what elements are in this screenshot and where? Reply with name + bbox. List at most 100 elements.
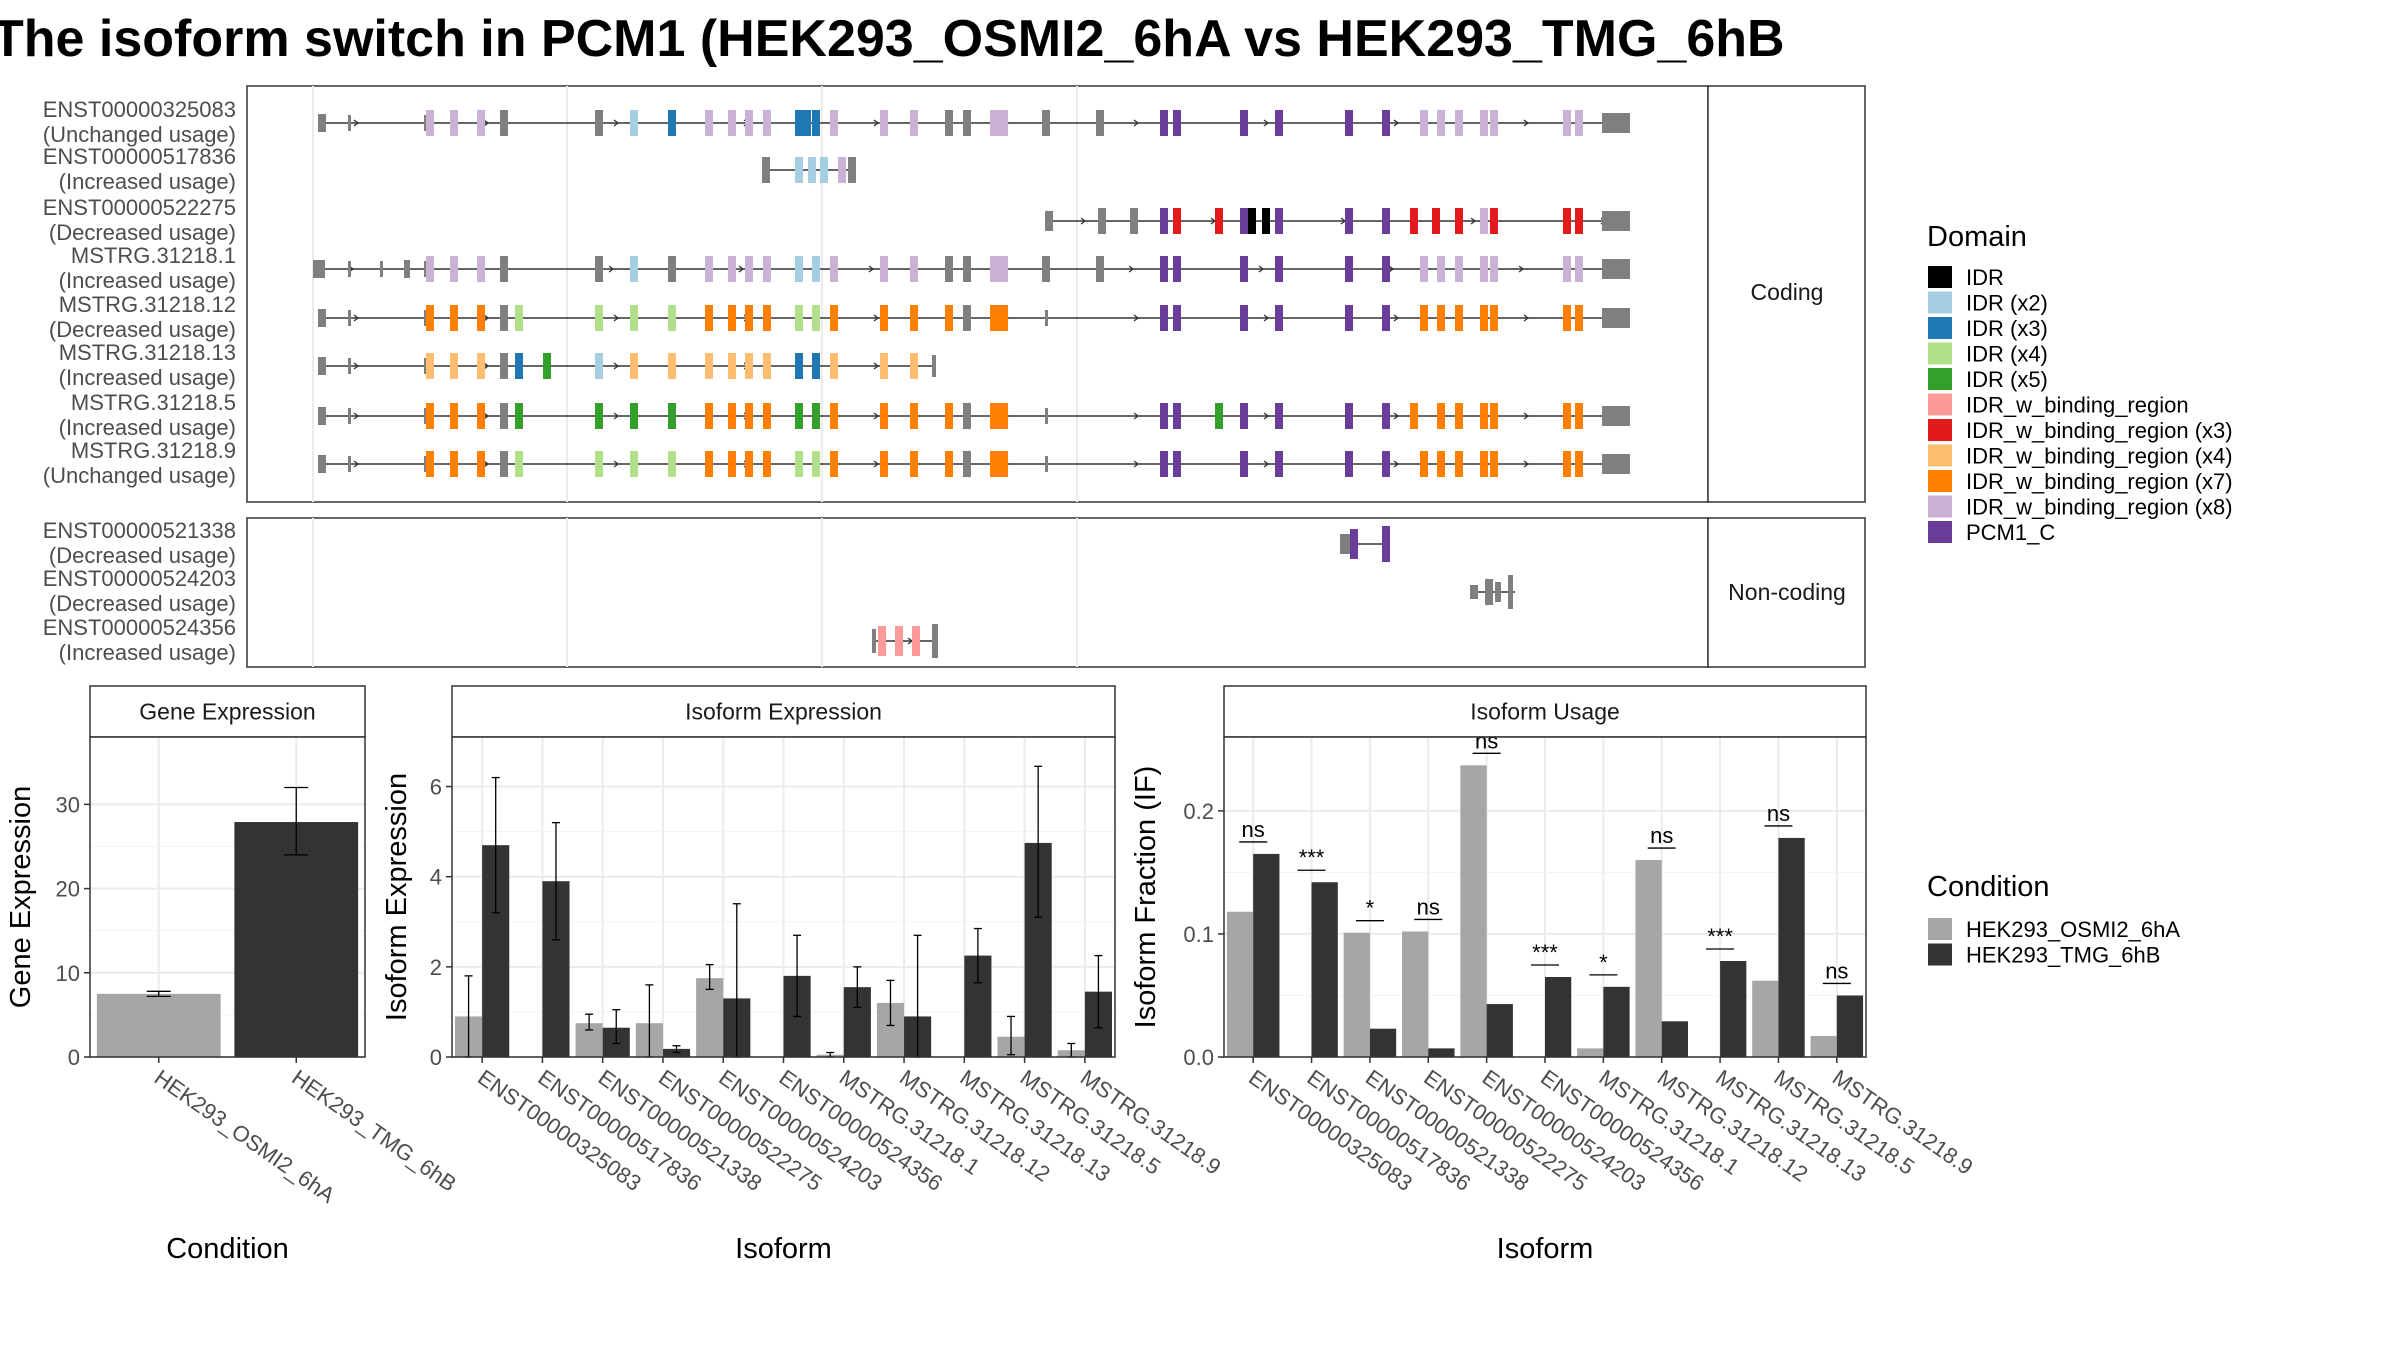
exon [705, 403, 713, 429]
legend-key [1928, 918, 1952, 940]
exon [426, 353, 434, 379]
exon [1275, 256, 1283, 282]
exon [1508, 575, 1513, 609]
bar [1577, 1048, 1603, 1057]
exon [515, 353, 523, 379]
y-tick-label: 20 [56, 877, 80, 902]
exon [1490, 403, 1498, 429]
exon [1382, 451, 1390, 477]
exon [795, 353, 803, 379]
exon [932, 624, 938, 658]
exon [1563, 208, 1571, 234]
exon [426, 451, 434, 477]
exon [318, 407, 326, 425]
exon [1485, 579, 1493, 605]
transcript-id-label: ENST00000517836 [43, 144, 236, 169]
bar [1312, 882, 1338, 1057]
exon [1563, 256, 1571, 282]
exon [477, 256, 485, 282]
bar [1837, 995, 1863, 1057]
transcript-id-label: MSTRG.31218.12 [59, 292, 236, 317]
exon [945, 110, 953, 136]
transcript-usage-label: (Decreased usage) [49, 591, 236, 616]
exon [830, 305, 838, 331]
legend-domain-label: IDR [1966, 265, 2004, 290]
exon [1563, 451, 1571, 477]
transcript-usage-label: (Increased usage) [59, 268, 236, 293]
legend-key [1928, 445, 1952, 467]
exon [830, 451, 838, 477]
exon [763, 353, 771, 379]
transcript-usage-label: (Unchanged usage) [43, 463, 236, 488]
exon [543, 353, 551, 379]
exon [1345, 110, 1353, 136]
exon [1480, 256, 1488, 282]
exon [595, 403, 603, 429]
exon [1173, 451, 1181, 477]
exon [1420, 305, 1428, 331]
exon [477, 403, 485, 429]
exon [990, 256, 1008, 282]
exon [745, 256, 753, 282]
exon [450, 256, 458, 282]
transcript-id-label: MSTRG.31218.13 [59, 340, 236, 365]
legend-domain-label: IDR (x3) [1966, 316, 2048, 341]
exon [1563, 110, 1571, 136]
exon [830, 353, 838, 379]
y-tick-label: 6 [430, 775, 442, 800]
exon [1480, 305, 1488, 331]
exon [872, 629, 876, 653]
exon [1042, 256, 1050, 282]
bar [1778, 838, 1804, 1057]
exon [795, 403, 803, 429]
bar [1603, 987, 1629, 1057]
exon [515, 451, 523, 477]
exon [595, 256, 603, 282]
exon [963, 256, 971, 282]
exon [348, 261, 351, 277]
exon [990, 110, 1008, 136]
exon [945, 305, 953, 331]
exon [1490, 305, 1498, 331]
exon [1490, 451, 1498, 477]
exon [1602, 454, 1630, 474]
exon [705, 353, 713, 379]
y-axis-title: Isoform Expression [381, 773, 413, 1021]
exon [1420, 256, 1428, 282]
exon [348, 310, 351, 326]
exon [1480, 451, 1488, 477]
legend-key [1928, 521, 1952, 543]
legend-domain-label: IDR_w_binding_region [1966, 393, 2189, 418]
bar [1487, 1004, 1513, 1057]
exon [910, 451, 918, 477]
exon [1098, 208, 1106, 234]
exon [745, 110, 753, 136]
exon [595, 305, 603, 331]
exon [910, 110, 918, 136]
exon [963, 403, 971, 429]
exon [1432, 208, 1440, 234]
exon [910, 256, 918, 282]
exon [812, 256, 820, 282]
exon [1275, 305, 1283, 331]
exon [763, 110, 771, 136]
exon [1350, 529, 1358, 559]
exon [450, 451, 458, 477]
exon [1575, 403, 1583, 429]
x-axis-title: Isoform [735, 1233, 832, 1265]
exon [1345, 305, 1353, 331]
y-tick-label: 30 [56, 792, 80, 817]
bar [1227, 912, 1253, 1057]
exon [990, 305, 1008, 331]
exon [812, 403, 820, 429]
exon [630, 256, 638, 282]
panel-border [247, 86, 1708, 502]
bar [1344, 933, 1370, 1057]
exon [1045, 408, 1048, 424]
exon [1173, 110, 1181, 136]
exon [1160, 208, 1168, 234]
exon [1382, 208, 1390, 234]
bar [1402, 931, 1428, 1057]
legend-key [1928, 343, 1952, 365]
exon [595, 110, 603, 136]
